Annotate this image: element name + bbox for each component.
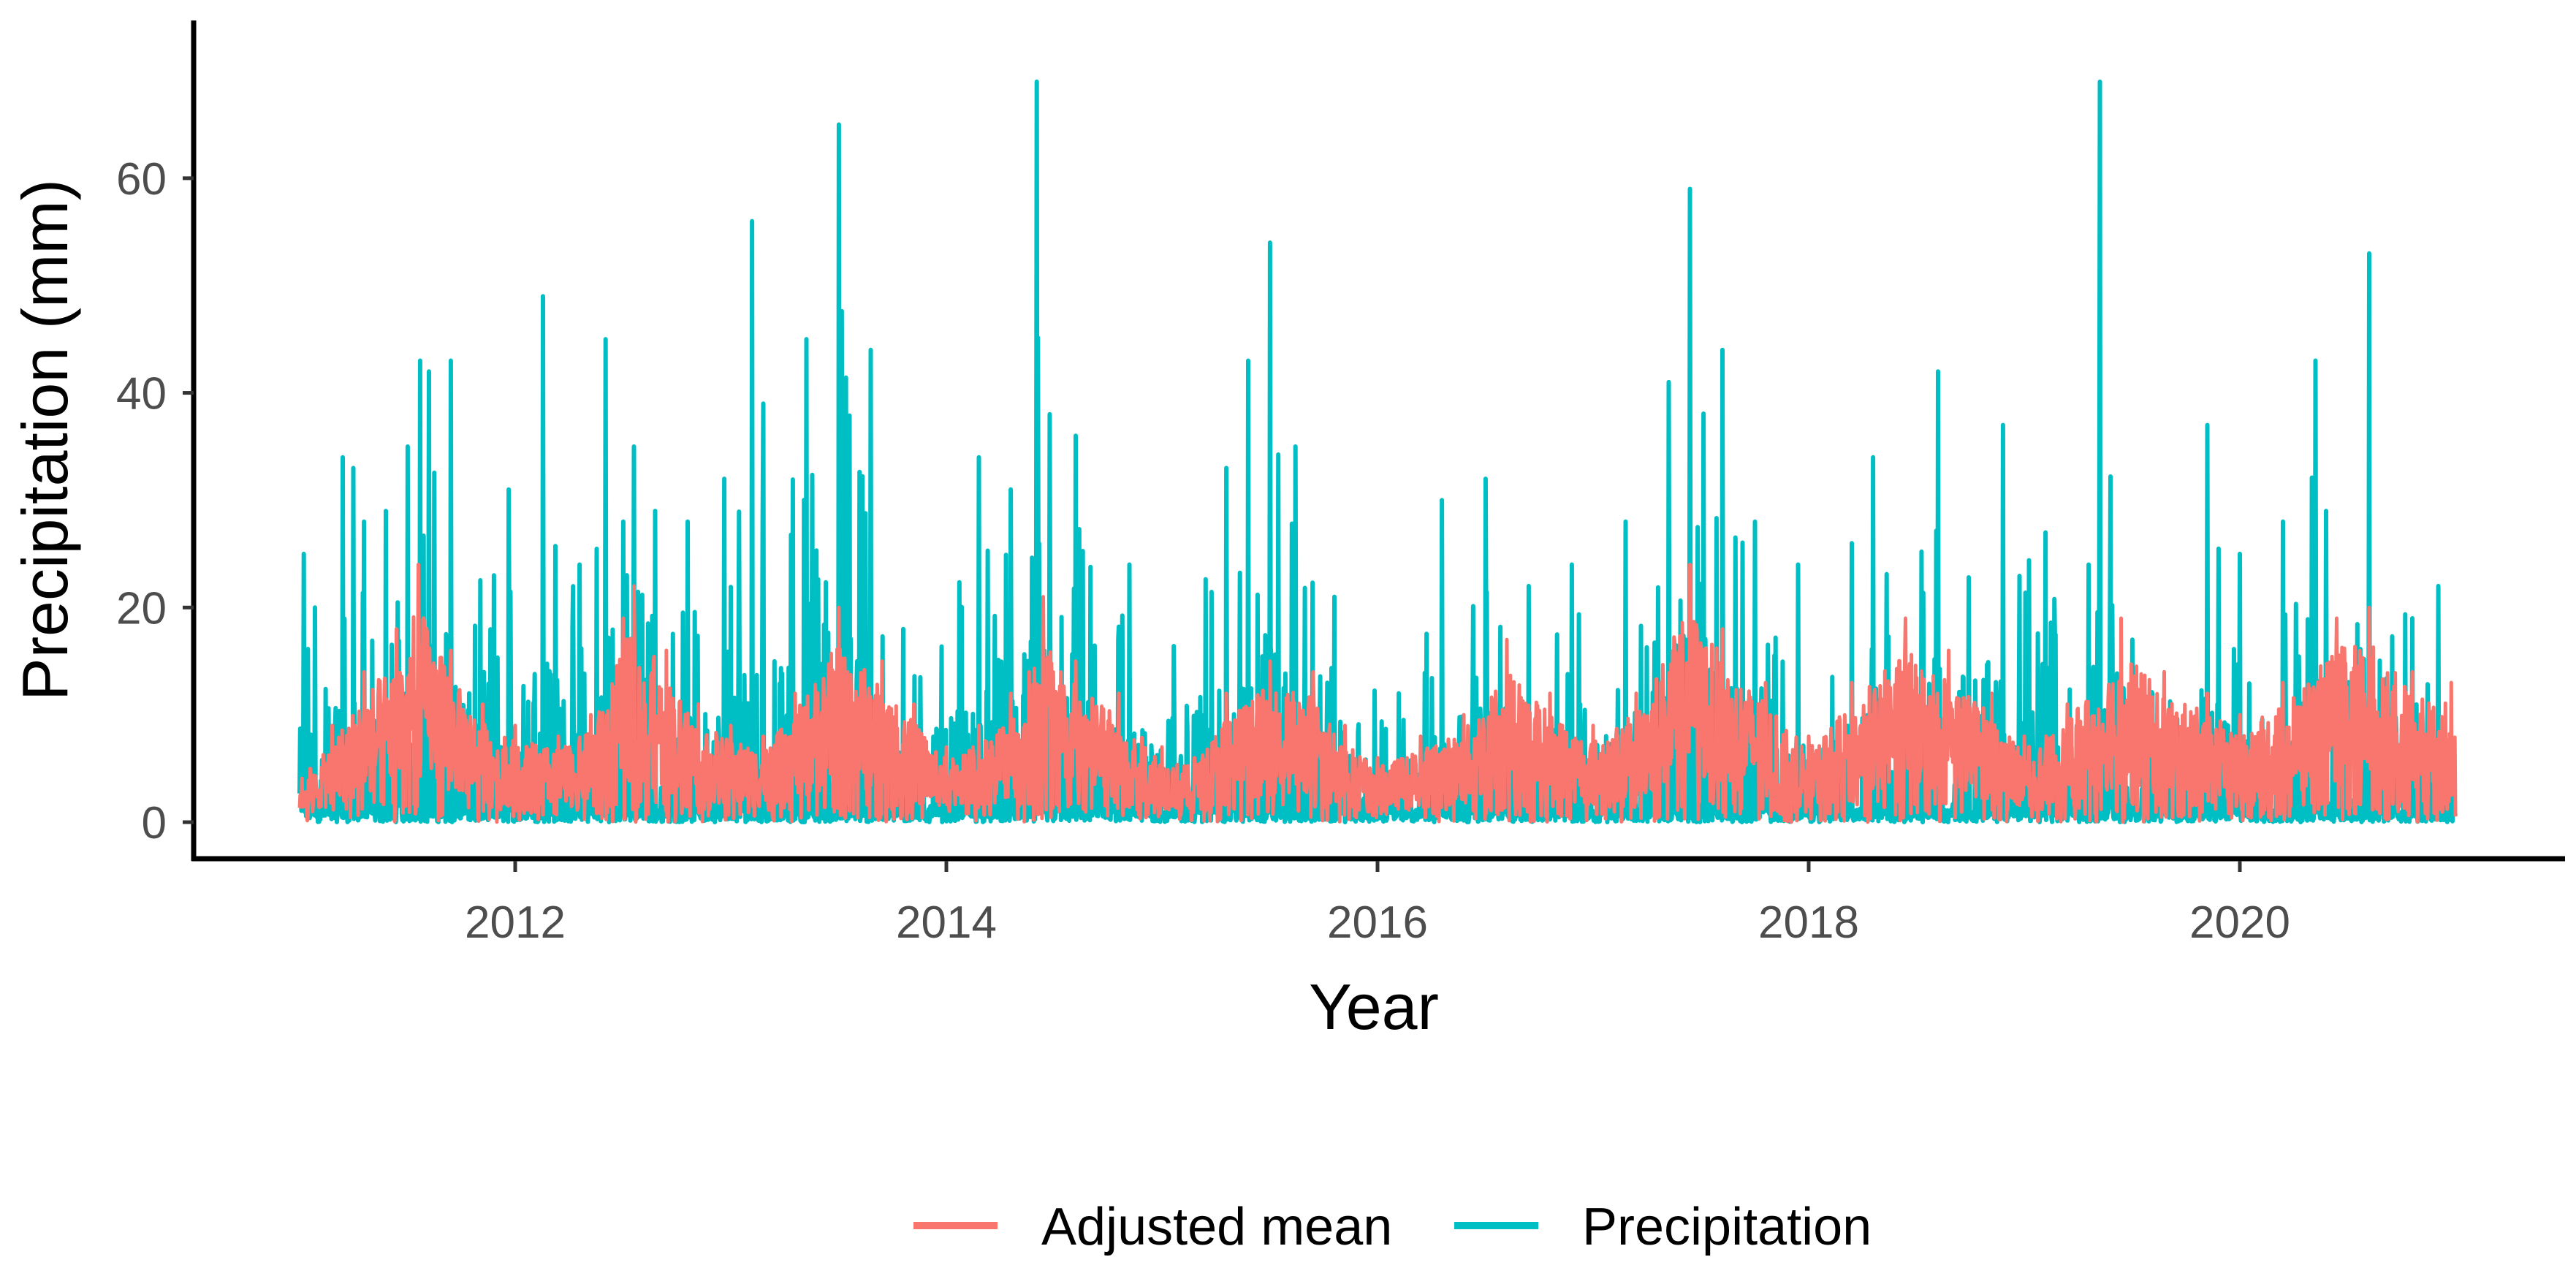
legend-label-adjusted-mean: Adjusted mean bbox=[1041, 1198, 1392, 1256]
plot-area bbox=[297, 79, 2458, 824]
y-tick-label: 60 bbox=[116, 154, 167, 205]
x-tick-label: 2018 bbox=[1758, 897, 1859, 948]
legend-label-precipitation: Precipitation bbox=[1582, 1198, 1872, 1256]
y-tick-label: 0 bbox=[142, 798, 167, 848]
y-axis-ticks: 0 20 40 60 bbox=[116, 154, 194, 848]
x-tick-label: 2012 bbox=[465, 897, 566, 948]
x-tick-label: 2014 bbox=[896, 897, 997, 948]
series-adjusted-mean bbox=[297, 563, 2458, 824]
y-tick-label: 20 bbox=[116, 583, 167, 634]
y-axis-title: Precipitation (mm) bbox=[9, 179, 81, 701]
x-tick-label: 2016 bbox=[1327, 897, 1428, 948]
x-tick-label: 2020 bbox=[2189, 897, 2290, 948]
y-tick-label: 40 bbox=[116, 369, 167, 419]
x-axis-ticks: 2012 2014 2016 2018 2020 bbox=[465, 861, 2290, 948]
legend: Adjusted mean Precipitation bbox=[913, 1198, 1872, 1256]
x-axis-title: Year bbox=[1309, 971, 1439, 1043]
adjusted-mean-line bbox=[297, 563, 2458, 824]
